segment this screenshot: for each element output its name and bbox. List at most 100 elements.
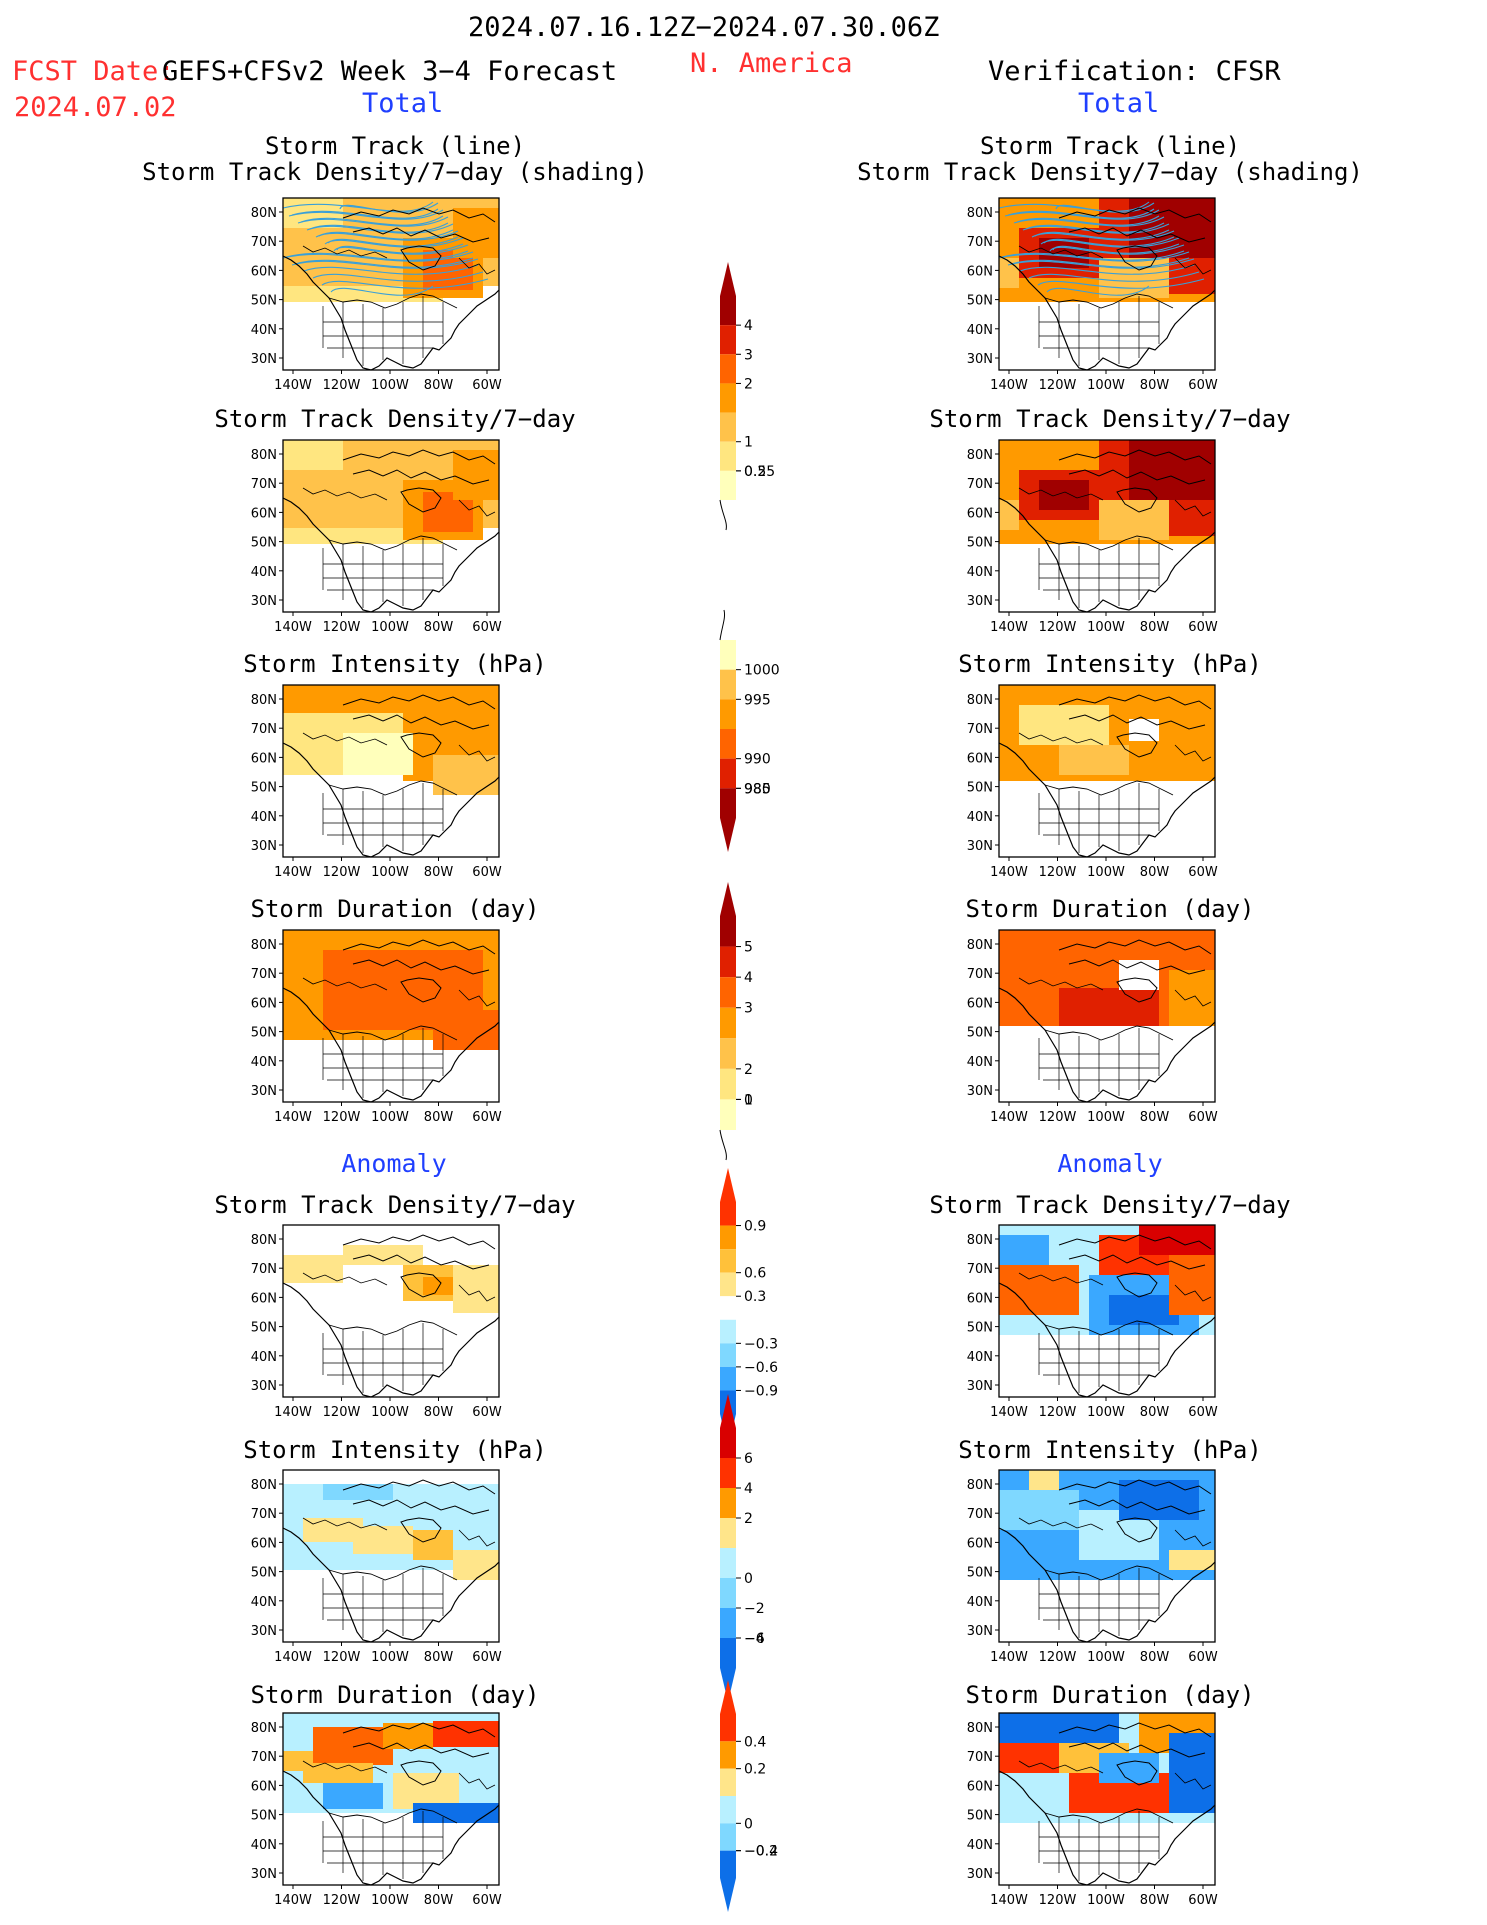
lon-tick-label: 140W (990, 1650, 1028, 1665)
lon-tick-label: 60W (472, 620, 502, 635)
left-panel-7-title: Storm Duration (day) (250, 1681, 540, 1709)
lat-tick-label: 70N (967, 967, 993, 982)
colorbar-bottom-triangle (720, 818, 736, 852)
shading-cell (433, 1721, 499, 1747)
map-frame (998, 197, 1216, 371)
lat-tick-label: 30N (967, 1084, 993, 1099)
shading-cell (1169, 970, 1215, 1026)
lat-tick-label: 80N (251, 448, 277, 463)
lat-tick-label: 60N (967, 506, 993, 521)
lon-tick-label: 100W (1087, 1110, 1125, 1125)
shading-cell (1029, 1470, 1059, 1490)
lon-tick-label: 80W (1140, 620, 1170, 635)
lon-tick-label: 120W (1039, 1650, 1077, 1665)
colorbar-segment (720, 758, 736, 789)
colorbar-label: −0.4 (744, 1844, 778, 1860)
lat-tick-label: 50N (251, 1809, 277, 1824)
lat-tick-label: 80N (251, 1721, 277, 1736)
lat-tick-label: 70N (251, 967, 277, 982)
right-panel-5-title: Storm Track Density/7−day (929, 1191, 1291, 1219)
lon-tick-label: 80W (424, 1893, 454, 1908)
fcst-label: FCST Date: (12, 56, 175, 87)
lon-tick-label: 60W (1188, 1893, 1218, 1908)
colorbar-segment (720, 1272, 736, 1297)
lon-tick-label: 120W (323, 1405, 361, 1420)
colorbar-label: 0.5 (744, 464, 766, 480)
shading-cell (999, 1490, 1079, 1530)
lon-tick-label: 140W (990, 620, 1028, 635)
shading-cell (353, 1526, 413, 1554)
shading-cell (1059, 745, 1129, 775)
right-map-panel-2: 80N 70N 60N 50N 40N 30N 140W 120W 100W 80W 60W (967, 439, 1218, 635)
colorbar-segment (720, 1548, 736, 1578)
shading-cell (283, 440, 343, 470)
lat-tick-label: 40N (967, 565, 993, 580)
lon-tick-label: 140W (990, 1405, 1028, 1420)
colorbar-segment (720, 1038, 736, 1069)
colorbar-label: 0 (744, 1571, 753, 1587)
lat-tick-label: 60N (251, 1291, 277, 1306)
region-title: N. America (690, 48, 853, 79)
map-frame (282, 1712, 500, 1886)
storm-track-line (285, 250, 469, 261)
colorbar-label: 2 (744, 376, 753, 392)
lat-tick-label: 40N (967, 1838, 993, 1853)
left-map-panel-4: 80N 70N 60N 50N 40N 30N 140W 120W 100W 80W 60W (251, 929, 502, 1125)
lon-tick-label: 120W (1039, 865, 1077, 880)
lat-tick-label: 50N (251, 781, 277, 796)
shading-cell (1109, 1295, 1179, 1325)
storm-track-line (294, 257, 474, 268)
lat-tick-label: 30N (967, 352, 993, 367)
lat-tick-label: 70N (251, 1262, 277, 1277)
shading-cell (1169, 1255, 1215, 1315)
storm-track-line (291, 258, 479, 269)
lat-tick-label: 40N (251, 810, 277, 825)
colorbar-segment (720, 1099, 736, 1130)
lat-tick-label: 80N (251, 206, 277, 221)
left-panel-4-title: Storm Duration (day) (250, 895, 540, 923)
colorbar-segment (720, 1296, 736, 1320)
storm-track-line (1037, 278, 1205, 289)
storm-track-line (312, 271, 484, 282)
lat-tick-label: 60N (967, 1536, 993, 1551)
lon-tick-label: 140W (990, 1893, 1028, 1908)
model-title: GEFS+CFSv2 Week 3−4 Forecast (162, 56, 618, 87)
map-frame (998, 929, 1216, 1103)
storm-track-line (1025, 222, 1165, 233)
lon-tick-label: 100W (371, 1405, 409, 1420)
lon-tick-label: 140W (274, 1893, 312, 1908)
lon-tick-label: 60W (1188, 1110, 1218, 1125)
lat-tick-label: 40N (251, 1595, 277, 1610)
lon-tick-label: 120W (323, 1110, 361, 1125)
colorbar-segment (720, 470, 736, 500)
lon-tick-label: 100W (371, 378, 409, 393)
lon-tick-label: 100W (371, 865, 409, 880)
lon-tick-label: 120W (1039, 1893, 1077, 1908)
colorbar-segment (720, 1366, 736, 1391)
right-map-panel-4: 80N 70N 60N 50N 40N 30N 140W 120W 100W 80W 60W (967, 929, 1218, 1125)
colorbar-segment (720, 1823, 736, 1851)
lat-tick-label: 70N (251, 1507, 277, 1522)
lat-tick-label: 60N (967, 1779, 993, 1794)
colorbar-segment (720, 669, 736, 700)
lon-tick-label: 140W (274, 865, 312, 880)
shading-cell (1039, 480, 1089, 510)
colorbar-top-triangle (720, 1394, 736, 1428)
colorbar-6: 0.4 0.2 0 −0.2−0.4 (720, 1680, 778, 1912)
lat-tick-label: 60N (251, 1536, 277, 1551)
storm-track-line (291, 208, 439, 219)
shading-cell (1169, 1550, 1215, 1570)
colorbar-label: 0.9 (744, 1219, 766, 1235)
shading-cell (1099, 500, 1169, 540)
lon-tick-label: 120W (323, 865, 361, 880)
colorbar-segment (720, 1796, 736, 1824)
lon-tick-label: 120W (1039, 1110, 1077, 1125)
lat-tick-label: 50N (967, 1809, 993, 1824)
lat-tick-label: 30N (251, 1084, 277, 1099)
colorbar-label: 3 (744, 1001, 753, 1017)
colorbar-label: 995 (744, 692, 771, 708)
map-frame (998, 684, 1216, 858)
colorbar-label: 0.6 (744, 1266, 766, 1282)
lat-tick-label: 40N (251, 565, 277, 580)
